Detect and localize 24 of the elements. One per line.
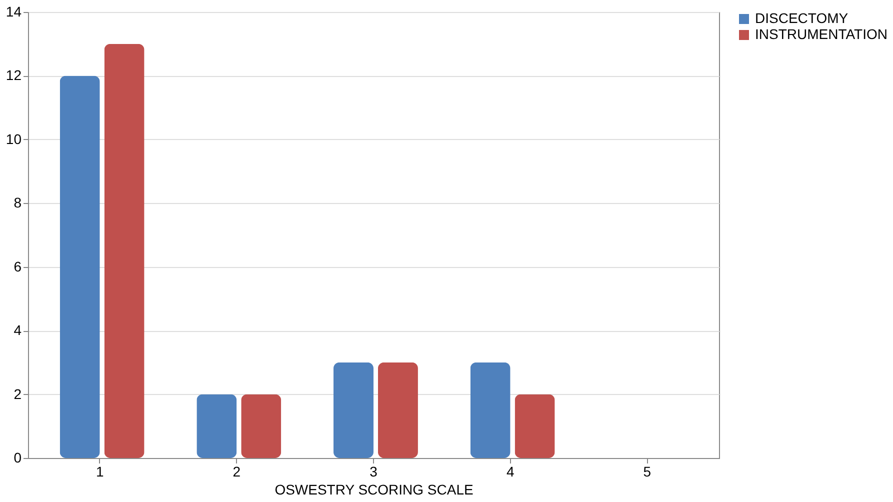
x-tick-label: 3: [370, 464, 378, 480]
y-tick-label: 8: [14, 194, 22, 211]
x-tick-label: 1: [96, 464, 104, 480]
y-tick-label: 14: [6, 4, 22, 20]
x-tick-label: 2: [232, 464, 241, 480]
y-tick-label: 12: [6, 67, 22, 84]
y-tick-label: 2: [14, 386, 22, 402]
y-tick-label: 4: [14, 322, 22, 338]
y-tick-label: 6: [14, 258, 22, 274]
y-tick-label: 10: [6, 130, 22, 147]
bar: [378, 362, 418, 458]
bar: [470, 362, 510, 458]
bar: [333, 362, 374, 458]
x-axis-title: OSWESTRY SCORING SCALE: [274, 482, 474, 498]
legend-label: INSTRUMENTATION: [755, 26, 888, 42]
bar: [60, 76, 100, 458]
x-tick-label: 4: [506, 464, 514, 480]
bar: [104, 44, 144, 458]
bar: [514, 394, 555, 458]
legend-label: DISCECTOMY: [755, 10, 849, 26]
x-tick-label: 5: [643, 464, 652, 480]
y-tick-label: 0: [14, 450, 22, 466]
bar: [241, 394, 282, 458]
bar: [196, 394, 237, 458]
